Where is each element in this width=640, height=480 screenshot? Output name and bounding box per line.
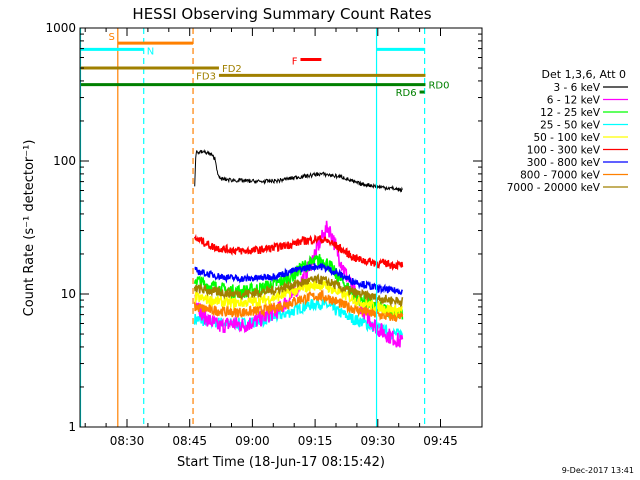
legend-label: 6 - 12 keV [547,95,601,107]
y-axis-label: Count Rate (s⁻¹ detector⁻¹) [22,140,37,317]
x-tick-label: 09:15 [298,434,333,448]
legend-label: 100 - 300 keV [527,145,601,157]
x-tick-label: 08:30 [110,434,145,448]
series-line [193,273,404,308]
legend-label: 300 - 800 keV [527,157,601,169]
flag-label: RD0 [428,81,449,92]
x-tick-label: 09:45 [423,434,458,448]
legend-label: 800 - 7000 keV [520,170,601,182]
legend-label: 3 - 6 keV [553,82,600,94]
flag-label: FD2 [222,64,242,75]
plot-frame [79,27,483,428]
y-tick-label: 1000 [45,21,76,35]
legend-label: 7000 - 20000 keV [507,182,601,194]
x-tick-label: 09:30 [361,434,396,448]
y-tick-label: 100 [53,154,76,168]
flag-label: RD6 [396,88,417,99]
curves-layer [193,148,404,348]
flag-label: S [108,32,114,43]
x-tick-label: 09:00 [235,434,270,448]
flag-bars-layer: S N F FD2 FD3 RD0 RD6 [81,32,449,99]
series-line [193,289,404,322]
footer-date: 9-Dec-2017 13:41 [562,466,634,475]
series-line [194,262,404,296]
y-tick-label: 10 [61,287,76,301]
legend-label: 12 - 25 keV [540,107,601,119]
x-axis-label: Start Time (18-Jun-17 08:15:42) [177,455,385,470]
x-tick-label: 08:45 [172,434,207,448]
flag-label: F [292,56,298,67]
chart-title: HESSI Observing Summary Count Rates [132,5,431,23]
flag-label: N [147,46,154,57]
y-tick-label: 1 [68,420,76,434]
series-line [193,233,404,271]
axes-layer: 08:30 08:45 09:00 09:15 09:30 09:45 1 10 100 1000 [45,21,482,448]
series-line [194,220,404,348]
legend-label: 50 - 100 keV [533,132,600,144]
legend-label: 25 - 50 keV [540,120,601,132]
flag-lines-layer [79,28,426,427]
legend-title: Det 1,3,6, Att 0 [542,68,626,81]
flag-label: FD3 [196,71,216,82]
series-line [194,148,403,193]
